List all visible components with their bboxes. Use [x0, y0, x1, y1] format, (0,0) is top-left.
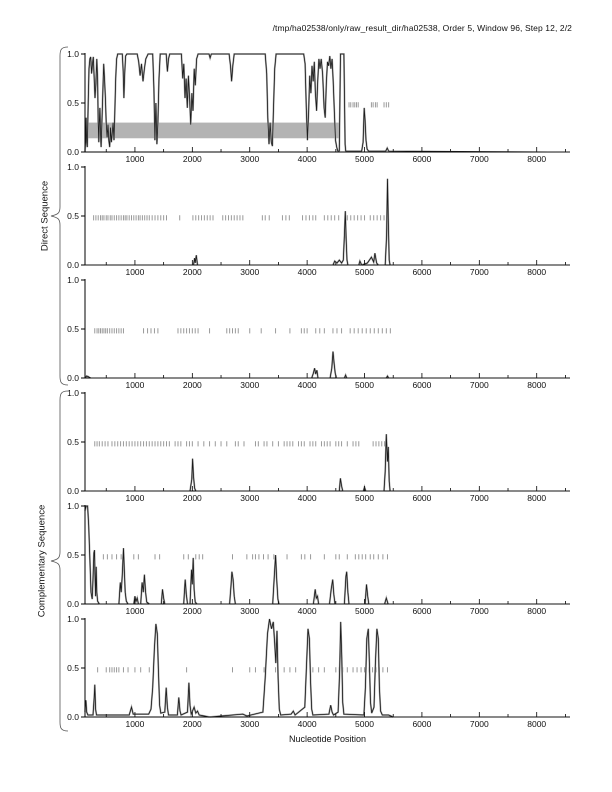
x-tick-label: 2000: [183, 267, 202, 277]
panel-direct-1: 0.0 0.5 1.0 1000 2000 3000 4000 5000 6000 7000 800…: [67, 49, 571, 164]
x-tick-label: 6000: [412, 380, 431, 390]
x-tick-label: 5000: [355, 380, 374, 390]
y-tick-label: 1.0: [67, 614, 79, 624]
y-tick-label: 0.5: [67, 98, 79, 108]
x-tick-label: 2000: [183, 493, 202, 503]
probability-curve: [84, 53, 571, 153]
panel-complementary-3: 0.0 0.5 1.0 1000 2000 3000 4000 5000 6000 7000 800…: [67, 614, 570, 729]
y-tick-label: 0.5: [67, 211, 79, 221]
y-tick-label: 0.0: [67, 147, 79, 157]
x-tick-label: 3000: [240, 719, 259, 729]
x-tick-label: 5000: [355, 154, 374, 164]
x-tick-label: 2000: [183, 719, 202, 729]
x-tick-label: 4000: [298, 380, 317, 390]
y-tick-label: 0.0: [67, 373, 79, 383]
y-tick-label: 0.5: [67, 550, 79, 560]
panel-direct-3: 0.0 0.5 1.0 1000 2000 3000 4000 5000 6000 7000 800…: [67, 275, 570, 390]
x-tick-label: 8000: [527, 493, 546, 503]
y-tick-label: 0.0: [67, 486, 79, 496]
y-tick-label: 0.5: [67, 663, 79, 673]
panel-complementary-1: 0.0 0.5 1.0 1000 2000 3000 4000 5000 6000 7000 800…: [67, 388, 570, 503]
x-tick-label: 7000: [470, 380, 489, 390]
panel-direct-2: 0.0 0.5 1.0 1000 2000 3000 4000 5000 6000 7000 800…: [67, 162, 570, 277]
y-tick-label: 1.0: [67, 49, 79, 59]
y-tick-label: 1.0: [67, 162, 79, 172]
x-tick-label: 2000: [183, 154, 202, 164]
probability-curve: [84, 351, 570, 379]
x-tick-label: 5000: [355, 493, 374, 503]
y-tick-label: 1.0: [67, 275, 79, 285]
x-tick-label: 1000: [125, 719, 144, 729]
panel-complementary-2: 0.0 0.5 1.0 1000 2000 3000 4000 5000 6000 7000 800…: [67, 501, 570, 616]
x-tick-label: 4000: [298, 154, 317, 164]
x-tick-label: 8000: [527, 719, 546, 729]
complementary-group-brace: [50, 390, 69, 732]
x-tick-label: 5000: [355, 267, 374, 277]
y-tick-label: 0.0: [67, 260, 79, 270]
x-tick-label: 1000: [125, 380, 144, 390]
plot-title: /tmp/ha02538/only/raw_result_dir/ha02538…: [272, 23, 572, 33]
group-label-complementary-sequence: Complementary Sequence: [36, 504, 48, 618]
x-tick-label: 3000: [240, 380, 259, 390]
x-tick-label: 6000: [412, 493, 431, 503]
curve-halo: [84, 505, 101, 605]
y-tick-label: 0.5: [67, 437, 79, 447]
x-tick-label: 7000: [470, 267, 489, 277]
x-tick-label: 4000: [298, 493, 317, 503]
x-tick-label: 8000: [527, 154, 546, 164]
x-tick-label: 6000: [412, 719, 431, 729]
y-tick-label: 0.5: [67, 324, 79, 334]
x-tick-label: 8000: [527, 606, 546, 616]
x-tick-label: 7000: [470, 493, 489, 503]
y-tick-label: 1.0: [67, 388, 79, 398]
y-tick-label: 0.0: [67, 599, 79, 609]
x-tick-label: 6000: [412, 606, 431, 616]
x-tick-label: 3000: [240, 606, 259, 616]
x-tick-label: 3000: [240, 154, 259, 164]
x-tick-label: 1000: [125, 606, 144, 616]
x-tick-label: 4000: [298, 606, 317, 616]
y-tick-label: 1.0: [67, 501, 79, 511]
direct-group-brace: [50, 46, 69, 386]
probability-band: [86, 122, 340, 139]
probability-curve: [85, 178, 570, 266]
x-tick-label: 6000: [412, 267, 431, 277]
probability-curve: [84, 505, 570, 605]
probability-curve: [84, 618, 570, 718]
x-tick-label: 7000: [470, 154, 489, 164]
x-tick-label: 5000: [355, 719, 374, 729]
x-tick-label: 1000: [125, 154, 144, 164]
curve-halo: [84, 623, 210, 718]
x-tick-label: 2000: [183, 606, 202, 616]
probability-curve: [85, 434, 570, 492]
x-tick-label: 4000: [298, 719, 317, 729]
x-tick-label: 8000: [527, 267, 546, 277]
x-tick-label: 4000: [298, 267, 317, 277]
x-tick-label: 8000: [527, 380, 546, 390]
curve-halo: [246, 618, 394, 718]
x-tick-label: 6000: [412, 154, 431, 164]
x-tick-label: 7000: [470, 606, 489, 616]
x-tick-label: 2000: [183, 380, 202, 390]
x-tick-label: 3000: [240, 493, 259, 503]
x-tick-label: 5000: [355, 606, 374, 616]
x-axis-title: Nucleotide Position: [288, 734, 367, 744]
group-label-direct-sequence: Direct Sequence: [39, 180, 51, 252]
x-tick-label: 1000: [125, 267, 144, 277]
x-tick-label: 1000: [125, 493, 144, 503]
x-tick-label: 7000: [470, 719, 489, 729]
y-tick-label: 0.0: [67, 712, 79, 722]
x-tick-label: 3000: [240, 267, 259, 277]
